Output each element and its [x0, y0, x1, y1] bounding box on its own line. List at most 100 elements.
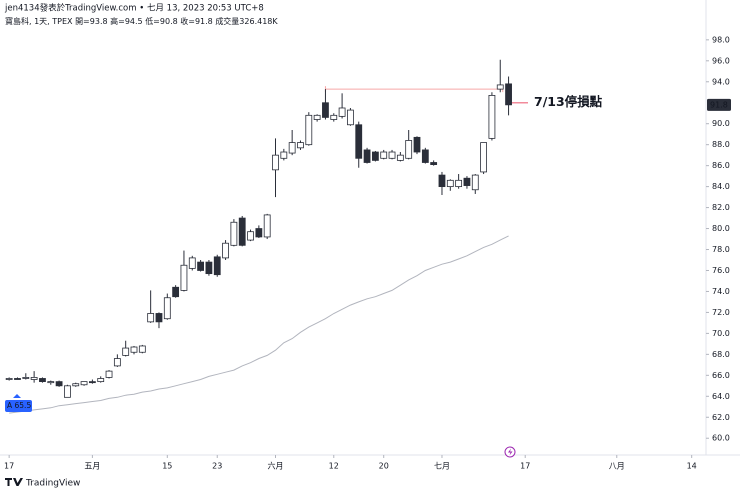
candle-body — [255, 228, 263, 238]
annotation-text: 7/13停損點 — [534, 94, 603, 109]
event-icon — [504, 446, 516, 458]
ohlc-value: 91.8 — [195, 17, 213, 26]
candle-body — [113, 358, 121, 367]
y-tick-label: 64.0 — [712, 392, 730, 401]
candle-body — [80, 381, 88, 386]
candle-body — [347, 109, 354, 126]
candle-body — [471, 174, 479, 191]
candle-body — [388, 151, 396, 159]
candle-body — [438, 174, 446, 188]
tag-box — [5, 400, 32, 412]
candle-body — [22, 377, 30, 379]
candle-body — [147, 313, 155, 323]
candle-body — [213, 256, 221, 276]
candle-body — [405, 140, 413, 159]
x-tick-label: 五月 — [84, 462, 100, 471]
ohlc-label: 開= — [75, 17, 90, 26]
x-tick-label: 17 — [4, 462, 14, 471]
y-tick-label: 62.0 — [712, 413, 730, 422]
candle-body — [238, 217, 246, 246]
candle-body — [488, 95, 496, 139]
author-line: jen4134發表於TradingView.com • 七月 13, 2023 … — [4, 3, 264, 14]
y-tick-label: 80.0 — [712, 224, 730, 233]
y-tick-label: 76.0 — [712, 266, 730, 275]
candle-body — [413, 136, 421, 153]
candle-body — [180, 264, 188, 291]
candle-body — [205, 261, 213, 275]
y-tick-label: 74.0 — [712, 287, 730, 296]
y-tick-label: 68.0 — [712, 350, 730, 359]
candle-body — [155, 313, 163, 323]
candle-body — [247, 231, 254, 241]
legend: 寶島科, 1天, TPEX 開=93.8 高=94.5 低=90.8 收=91.… — [5, 16, 278, 26]
candle-body — [305, 114, 313, 146]
x-tick-label: 20 — [379, 462, 389, 471]
symbol-info: 寶島科, 1天, TPEX — [5, 16, 73, 26]
candle-body — [322, 102, 329, 118]
candle-body — [496, 84, 504, 90]
candle-body — [371, 151, 379, 161]
brand-logo: TradingView — [5, 478, 80, 489]
candle-body — [5, 378, 13, 380]
candle-body — [446, 179, 454, 188]
y-tick-label: 94.0 — [712, 77, 730, 86]
candle-body — [47, 381, 55, 384]
candle-body — [280, 151, 288, 159]
candle-body — [72, 383, 80, 387]
candle-body — [338, 107, 346, 117]
x-tick-label: 17 — [520, 462, 530, 471]
candle-body — [421, 149, 429, 163]
y-tick-label: 60.0 — [712, 434, 730, 443]
candle-body — [480, 142, 487, 173]
last-price-box — [707, 98, 731, 111]
ohlc-label: 低= — [145, 16, 160, 26]
candle-body — [230, 221, 238, 246]
ohlc-value: 93.8 — [90, 17, 108, 26]
candle-body — [39, 378, 46, 383]
x-tick-label: 六月 — [268, 461, 284, 471]
ohlc-label: 收= — [180, 16, 195, 26]
y-tick-label: 98.0 — [712, 35, 730, 44]
y-tick-label: 96.0 — [712, 56, 730, 65]
tag-label: A 65.5 — [7, 401, 31, 410]
ohlc-value: 94.5 — [125, 17, 143, 26]
candle-body — [380, 151, 388, 159]
y-tick-label: 72.0 — [712, 308, 730, 317]
x-tick-label: 八月 — [609, 462, 625, 471]
candle-body — [122, 347, 130, 356]
candle-body — [313, 114, 321, 120]
candle-body — [263, 214, 271, 238]
candle-body — [222, 242, 229, 259]
y-tick-label: 84.0 — [712, 182, 730, 191]
candle-body — [455, 179, 463, 188]
last-price-label: 91.8 — [710, 100, 728, 109]
candle-body — [130, 346, 138, 353]
candle-body — [138, 345, 146, 353]
candle-body — [355, 124, 363, 159]
candle-body — [188, 257, 196, 269]
candle-body — [14, 378, 21, 380]
x-tick-label: 12 — [329, 462, 339, 471]
x-tick-label: 14 — [687, 462, 697, 471]
candle-body — [197, 261, 204, 271]
tag-marker — [13, 394, 21, 398]
ohlc-value: 90.8 — [160, 17, 178, 26]
candle-body — [297, 142, 304, 149]
candle-body — [88, 381, 96, 384]
y-tick-label: 88.0 — [712, 140, 730, 149]
candle-body — [330, 114, 338, 120]
candle-body — [64, 385, 71, 398]
logo-icon — [5, 478, 23, 486]
candle-body — [172, 286, 180, 298]
y-tick-label: 66.0 — [712, 371, 730, 380]
candle-body — [163, 297, 171, 320]
legend-text: 寶島科, 1天, TPEX 開=93.8 高=94.5 低=90.8 收=91.… — [5, 16, 278, 26]
candle-body — [288, 142, 296, 154]
x-tick-label: 七月 — [434, 462, 450, 471]
volume: 成交量326.418K — [215, 16, 278, 26]
event-bolt — [508, 448, 513, 456]
candle-body — [97, 378, 105, 383]
candle-body — [463, 177, 471, 186]
